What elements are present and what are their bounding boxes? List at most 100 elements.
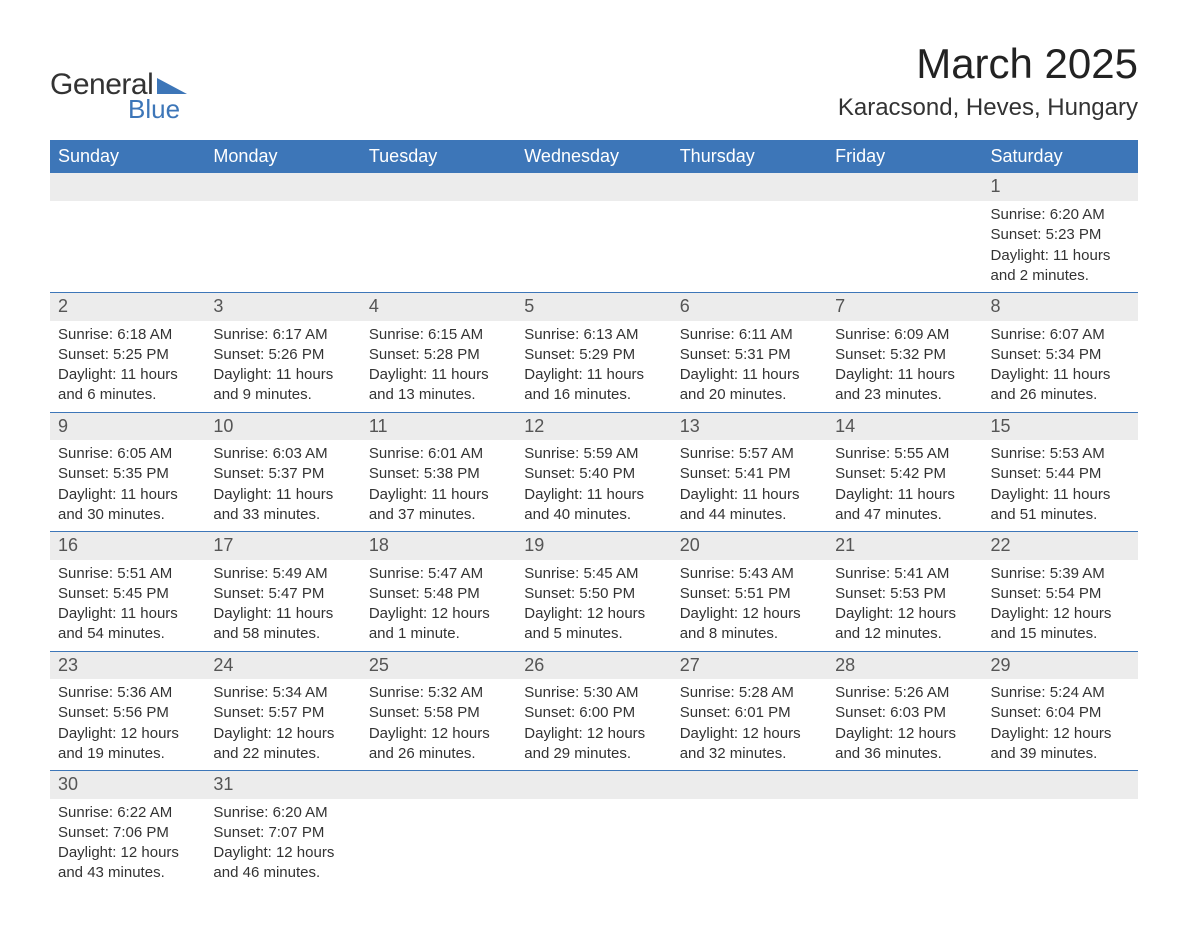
sunset-text: Sunset: 5:32 PM [835, 345, 974, 365]
title-block: March 2025 Karacsond, Heves, Hungary [838, 40, 1138, 122]
sunrise-text: Sunrise: 6:11 AM [680, 325, 819, 345]
day-detail-cell [516, 201, 671, 293]
day-detail-cell [672, 201, 827, 293]
day-number-cell: 16 [50, 532, 205, 560]
day-number-cell: 1 [983, 173, 1138, 201]
day-number-row: 23242526272829 [50, 651, 1138, 679]
daylight-text: Daylight: 11 hours and 9 minutes. [213, 365, 352, 406]
day-number-cell: 7 [827, 293, 982, 321]
daylight-text: Daylight: 11 hours and 51 minutes. [991, 485, 1130, 526]
day-number-cell: 11 [361, 412, 516, 440]
day-detail-cell: Sunrise: 6:17 AMSunset: 5:26 PMDaylight:… [205, 321, 360, 413]
weekday-header: Friday [827, 140, 982, 173]
sunset-text: Sunset: 5:47 PM [213, 584, 352, 604]
day-detail-cell: Sunrise: 5:59 AMSunset: 5:40 PMDaylight:… [516, 440, 671, 532]
daylight-text: Daylight: 12 hours and 39 minutes. [991, 724, 1130, 765]
daylight-text: Daylight: 12 hours and 29 minutes. [524, 724, 663, 765]
day-detail-cell: Sunrise: 5:24 AMSunset: 6:04 PMDaylight:… [983, 679, 1138, 771]
day-number-cell: 3 [205, 293, 360, 321]
day-detail-cell: Sunrise: 5:43 AMSunset: 5:51 PMDaylight:… [672, 560, 827, 652]
day-detail-cell: Sunrise: 5:32 AMSunset: 5:58 PMDaylight:… [361, 679, 516, 771]
sunset-text: Sunset: 5:51 PM [680, 584, 819, 604]
day-number-cell: 24 [205, 651, 360, 679]
sunset-text: Sunset: 5:53 PM [835, 584, 974, 604]
day-detail-cell: Sunrise: 6:05 AMSunset: 5:35 PMDaylight:… [50, 440, 205, 532]
page-title: March 2025 [838, 40, 1138, 88]
day-detail-cell [361, 201, 516, 293]
daylight-text: Daylight: 12 hours and 43 minutes. [58, 843, 197, 884]
sunset-text: Sunset: 7:06 PM [58, 823, 197, 843]
day-number-row: 16171819202122 [50, 532, 1138, 560]
sunset-text: Sunset: 5:23 PM [991, 225, 1130, 245]
day-detail-row: Sunrise: 6:22 AMSunset: 7:06 PMDaylight:… [50, 799, 1138, 890]
sunset-text: Sunset: 5:37 PM [213, 464, 352, 484]
brand-word2: Blue [128, 96, 187, 122]
daylight-text: Daylight: 11 hours and 6 minutes. [58, 365, 197, 406]
day-detail-cell: Sunrise: 6:15 AMSunset: 5:28 PMDaylight:… [361, 321, 516, 413]
sunset-text: Sunset: 5:25 PM [58, 345, 197, 365]
daylight-text: Daylight: 11 hours and 20 minutes. [680, 365, 819, 406]
day-detail-cell: Sunrise: 6:11 AMSunset: 5:31 PMDaylight:… [672, 321, 827, 413]
day-detail-cell: Sunrise: 6:07 AMSunset: 5:34 PMDaylight:… [983, 321, 1138, 413]
daylight-text: Daylight: 12 hours and 15 minutes. [991, 604, 1130, 645]
day-detail-cell: Sunrise: 5:30 AMSunset: 6:00 PMDaylight:… [516, 679, 671, 771]
day-detail-cell [827, 201, 982, 293]
day-number-cell [672, 771, 827, 799]
day-detail-cell: Sunrise: 6:20 AMSunset: 7:07 PMDaylight:… [205, 799, 360, 890]
sunset-text: Sunset: 5:38 PM [369, 464, 508, 484]
day-number-cell: 18 [361, 532, 516, 560]
day-detail-cell: Sunrise: 5:47 AMSunset: 5:48 PMDaylight:… [361, 560, 516, 652]
sunrise-text: Sunrise: 5:51 AM [58, 564, 197, 584]
sunrise-text: Sunrise: 6:18 AM [58, 325, 197, 345]
day-number-cell [827, 771, 982, 799]
day-number-cell [983, 771, 1138, 799]
day-detail-cell [361, 799, 516, 890]
sunrise-text: Sunrise: 5:59 AM [524, 444, 663, 464]
header: General Blue March 2025 Karacsond, Heves… [50, 40, 1138, 122]
daylight-text: Daylight: 11 hours and 2 minutes. [991, 246, 1130, 287]
day-detail-cell: Sunrise: 5:41 AMSunset: 5:53 PMDaylight:… [827, 560, 982, 652]
day-detail-cell: Sunrise: 6:09 AMSunset: 5:32 PMDaylight:… [827, 321, 982, 413]
daylight-text: Daylight: 11 hours and 13 minutes. [369, 365, 508, 406]
day-number-cell [672, 173, 827, 201]
sunset-text: Sunset: 5:56 PM [58, 703, 197, 723]
sunrise-text: Sunrise: 5:49 AM [213, 564, 352, 584]
sunrise-text: Sunrise: 6:17 AM [213, 325, 352, 345]
sunset-text: Sunset: 5:45 PM [58, 584, 197, 604]
day-number-cell: 31 [205, 771, 360, 799]
sunrise-text: Sunrise: 5:36 AM [58, 683, 197, 703]
day-number-cell: 27 [672, 651, 827, 679]
sunset-text: Sunset: 5:57 PM [213, 703, 352, 723]
day-detail-cell: Sunrise: 5:49 AMSunset: 5:47 PMDaylight:… [205, 560, 360, 652]
day-number-cell: 17 [205, 532, 360, 560]
day-number-cell: 28 [827, 651, 982, 679]
sunrise-text: Sunrise: 5:53 AM [991, 444, 1130, 464]
day-detail-cell: Sunrise: 5:51 AMSunset: 5:45 PMDaylight:… [50, 560, 205, 652]
daylight-text: Daylight: 12 hours and 1 minute. [369, 604, 508, 645]
sunrise-text: Sunrise: 5:41 AM [835, 564, 974, 584]
daylight-text: Daylight: 12 hours and 22 minutes. [213, 724, 352, 765]
day-detail-cell [672, 799, 827, 890]
daylight-text: Daylight: 11 hours and 16 minutes. [524, 365, 663, 406]
sunset-text: Sunset: 5:29 PM [524, 345, 663, 365]
sunset-text: Sunset: 7:07 PM [213, 823, 352, 843]
daylight-text: Daylight: 12 hours and 8 minutes. [680, 604, 819, 645]
sunset-text: Sunset: 5:44 PM [991, 464, 1130, 484]
weekday-header: Sunday [50, 140, 205, 173]
daylight-text: Daylight: 11 hours and 23 minutes. [835, 365, 974, 406]
day-number-cell: 26 [516, 651, 671, 679]
day-detail-cell: Sunrise: 6:18 AMSunset: 5:25 PMDaylight:… [50, 321, 205, 413]
day-detail-row: Sunrise: 5:36 AMSunset: 5:56 PM Daylight:… [50, 679, 1138, 771]
daylight-text: Daylight: 11 hours and 44 minutes. [680, 485, 819, 526]
daylight-text: Daylight: 11 hours and 30 minutes. [58, 485, 197, 526]
sunset-text: Sunset: 6:03 PM [835, 703, 974, 723]
day-detail-cell: Sunrise: 6:03 AMSunset: 5:37 PMDaylight:… [205, 440, 360, 532]
daylight-text: Daylight: 12 hours and 46 minutes. [213, 843, 352, 884]
day-number-cell: 30 [50, 771, 205, 799]
day-number-cell [361, 771, 516, 799]
day-detail-row: Sunrise: 6:18 AMSunset: 5:25 PMDaylight:… [50, 321, 1138, 413]
sunset-text: Sunset: 5:31 PM [680, 345, 819, 365]
day-number-cell: 22 [983, 532, 1138, 560]
sunrise-text: Sunrise: 6:03 AM [213, 444, 352, 464]
sunrise-text: Sunrise: 6:15 AM [369, 325, 508, 345]
